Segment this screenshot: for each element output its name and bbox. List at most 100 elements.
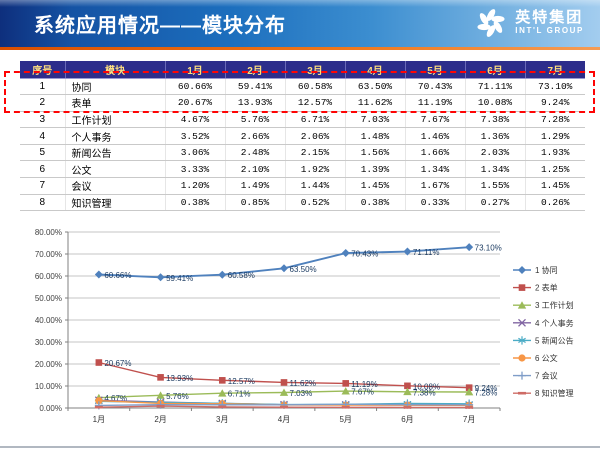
logo: 英特集团 INT'L GROUP <box>474 6 584 40</box>
value-cell: 2.66% <box>225 127 286 145</box>
column-header: 4月 <box>345 61 406 79</box>
row-index-cell: 5 <box>20 144 66 162</box>
marker-circle <box>95 397 103 405</box>
y-tick-label: 40.00% <box>35 316 62 325</box>
value-cell: 1.92% <box>285 160 346 179</box>
value-cell: 5.76% <box>225 111 286 129</box>
legend-item: 8 知识管理 <box>513 388 574 398</box>
series-3: 4.67% 5.76% 6.71% 7.03% 7.67% 7.38% 7.28% <box>94 387 498 403</box>
value-cell: 0.27% <box>465 194 526 212</box>
value-cell: 1.34% <box>405 160 466 179</box>
y-tick-label: 50.00% <box>35 294 62 303</box>
module-distribution-chart: 0.00% 10.00% 20.00% 30.00% 40.00% 50.00% 60.00… <box>35 228 574 424</box>
value-cell: 0.38% <box>165 194 226 212</box>
value-cell: 70.43% <box>405 78 466 96</box>
value-cell: 3.52% <box>165 127 226 145</box>
row-index-cell: 6 <box>20 160 66 179</box>
legend-label: 8 知识管理 <box>535 388 574 398</box>
value-cell: 1.25% <box>525 160 585 179</box>
column-header: 7月 <box>525 61 585 79</box>
row-index-cell: 1 <box>20 78 66 96</box>
value-cell: 9.24% <box>525 94 585 112</box>
value-cell: 0.38% <box>345 194 406 212</box>
y-tick-label: 80.00% <box>35 228 62 237</box>
marker-triangle <box>156 391 165 399</box>
marker-plus <box>518 371 526 380</box>
logo-name-cn: 英特集团 <box>515 9 584 27</box>
module-name-cell: 个人事务 <box>65 127 166 145</box>
value-cell: 1.56% <box>345 144 406 162</box>
column-header: 2月 <box>225 61 286 79</box>
table-row: 8 知识管理 0.38% 0.85% 0.52% 0.38% 0.33% 0.27% 0.26% <box>20 194 585 212</box>
column-header: 5月 <box>405 61 466 79</box>
legend-label: 5 新闻公告 <box>535 335 574 345</box>
x-tick-label: 2月 <box>154 415 166 424</box>
table-row: 4 个人事务 3.52% 2.66% 2.06% 1.48% 1.46% 1.36% 1.29% <box>20 127 585 145</box>
x-tick-label: 4月 <box>278 415 290 424</box>
marker-diamond <box>156 273 165 282</box>
marker-square <box>157 374 164 381</box>
value-cell: 1.34% <box>465 160 526 179</box>
marker-square <box>342 380 350 387</box>
data-label: 63.50% <box>290 265 317 274</box>
value-cell: 7.28% <box>525 111 585 129</box>
data-label: 20.67% <box>104 359 131 368</box>
series-2: 20.67% 13.93% 12.57% 11.62% 11.19% 10.08% 9.24… <box>95 359 497 393</box>
value-cell: 63.50% <box>345 78 406 96</box>
marker-square <box>95 359 103 366</box>
data-label: 70.43% <box>351 250 378 259</box>
value-cell: 1.93% <box>525 144 585 162</box>
data-label: 11.62% <box>290 379 317 388</box>
marker-square <box>465 384 473 391</box>
data-label: 13.93% <box>166 374 193 383</box>
value-cell: 1.45% <box>345 177 406 195</box>
value-cell: 0.52% <box>285 194 346 212</box>
y-tick-label: 10.00% <box>35 382 62 391</box>
data-label: 7.28% <box>475 388 498 397</box>
value-cell: 1.55% <box>465 177 526 195</box>
data-label: 7.38% <box>413 388 436 397</box>
marker-triangle <box>341 387 350 395</box>
value-cell: 6.71% <box>285 111 346 129</box>
module-table: 序号 模块 1月 2月 3月 4月 5月 6月 7月 1 协同 60.66% 59.41% 60.58% 6… <box>20 61 585 212</box>
value-cell: 1.39% <box>345 160 406 179</box>
value-cell: 1.66% <box>405 144 466 162</box>
legend-label: 4 个人事务 <box>535 318 574 328</box>
marker-square <box>404 382 411 390</box>
legend-label: 3 工作计划 <box>535 300 574 310</box>
value-cell: 12.57% <box>285 94 346 112</box>
accent-divider <box>0 47 600 50</box>
module-name-cell: 工作计划 <box>65 111 166 129</box>
legend-label: 6 公文 <box>535 353 558 363</box>
title-bar: 系统应用情况——模块分布 英特集团 INT'L GROUP <box>0 0 600 47</box>
column-header: 序号 <box>20 61 66 79</box>
value-cell: 1.45% <box>525 177 585 195</box>
marker-diamond <box>403 247 412 256</box>
legend-item: 1 协同 <box>513 265 558 275</box>
table-row: 3 工作计划 4.67% 5.76% 6.71% 7.03% 7.67% 7.38% 7.28% <box>20 111 585 129</box>
column-header: 3月 <box>285 61 346 79</box>
marker-x <box>518 318 526 327</box>
value-cell: 11.62% <box>345 94 406 112</box>
y-tick-label: 30.00% <box>35 338 62 347</box>
value-cell: 59.41% <box>225 78 286 96</box>
row-index-cell: 2 <box>20 94 66 112</box>
module-name-cell: 会议 <box>65 177 166 195</box>
value-cell: 71.11% <box>465 78 526 96</box>
value-cell: 4.67% <box>165 111 226 129</box>
legend-label: 1 协同 <box>535 265 558 275</box>
value-cell: 2.06% <box>285 127 346 145</box>
value-cell: 7.38% <box>465 111 526 129</box>
module-name-cell: 新闻公告 <box>65 144 166 162</box>
data-label: 7.03% <box>290 389 313 398</box>
value-cell: 10.08% <box>465 94 526 112</box>
marker-diamond <box>341 249 350 258</box>
value-cell: 13.93% <box>225 94 286 112</box>
column-header: 模块 <box>65 61 166 79</box>
row-index-cell: 3 <box>20 111 66 129</box>
data-label: 71.11% <box>413 248 440 257</box>
y-tick-label: 70.00% <box>35 250 62 259</box>
value-cell: 11.19% <box>405 94 466 112</box>
marker-triangle <box>464 387 474 396</box>
